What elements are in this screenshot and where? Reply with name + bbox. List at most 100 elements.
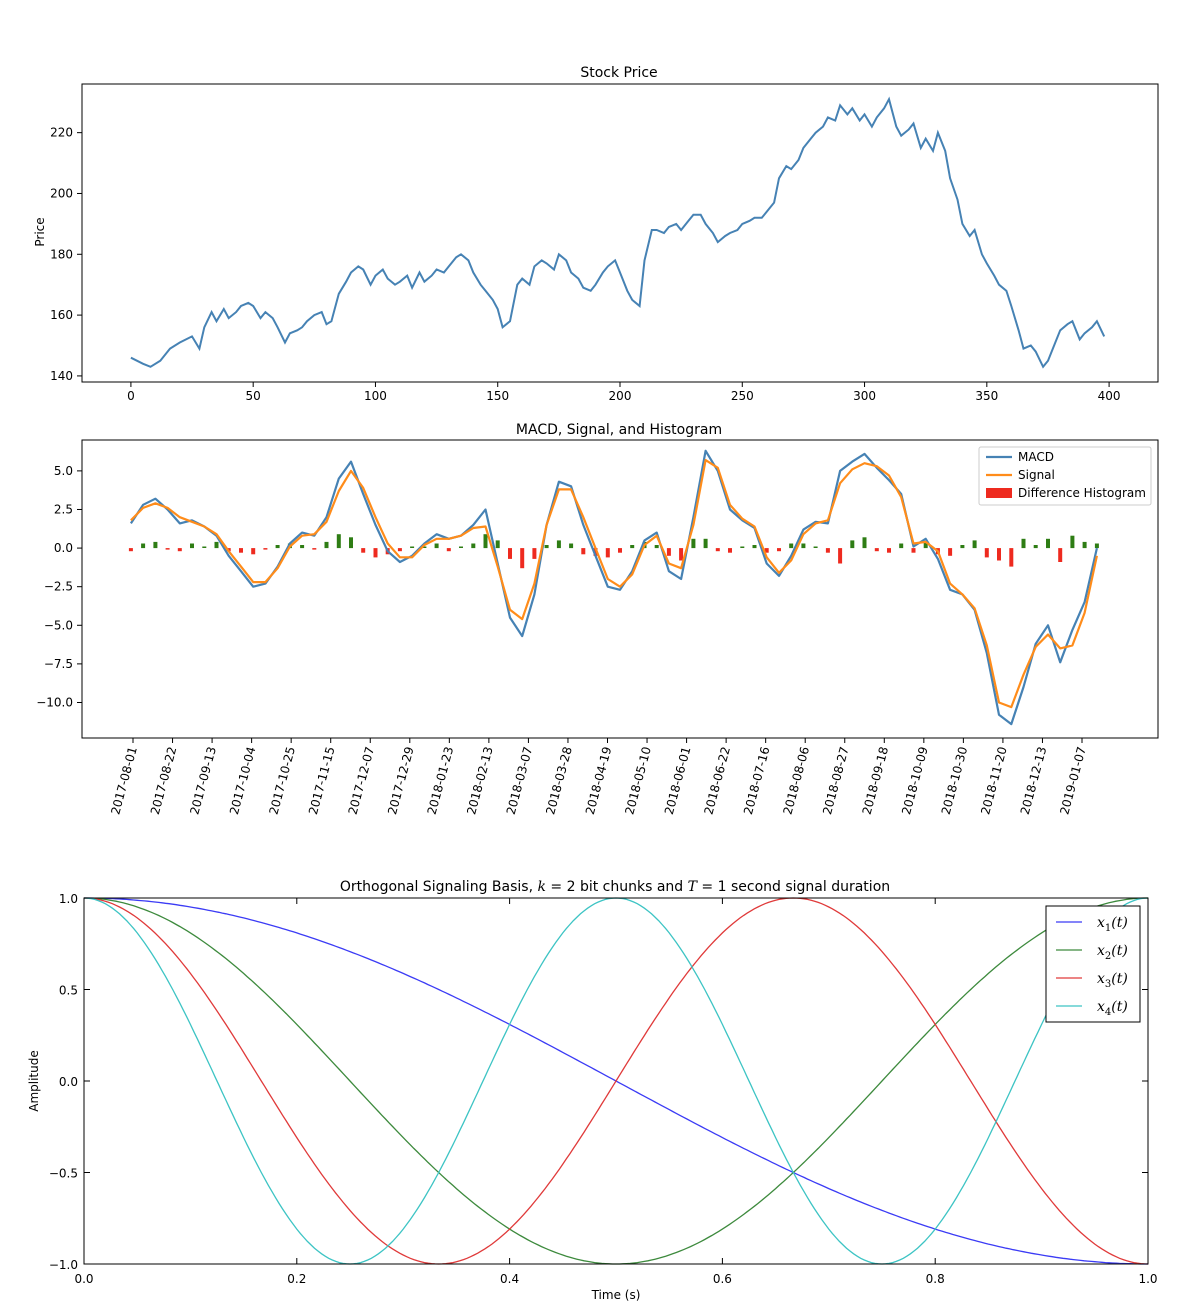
histogram-bar [691, 538, 696, 549]
histogram-bar [239, 548, 243, 553]
histogram-bar [703, 538, 708, 549]
orthogonal-basis-chart: Orthogonal Signaling Basis, k = 2 bit ch… [27, 879, 1158, 1302]
x-tick-label-date: 2018-02-13 [464, 745, 496, 816]
x-tick-label-date: 2017-09-13 [187, 745, 219, 816]
x-tick-label: 0.2 [287, 1272, 306, 1286]
y-tick-label: 180 [50, 247, 73, 261]
histogram-bar [336, 534, 341, 549]
histogram-bar [838, 548, 843, 564]
histogram-bar [397, 548, 402, 552]
legend-var: x [1097, 943, 1105, 959]
legend-arg: (t) [1111, 999, 1128, 1015]
x-tick-label: 1.0 [1138, 1272, 1157, 1286]
histogram-bar [850, 540, 855, 549]
plot-frame [81, 83, 1159, 383]
legend-subscript: 4 [1105, 1007, 1111, 1018]
x-tick-label-date: 2018-03-07 [504, 745, 536, 816]
x-tick-label-date: 2018-06-22 [701, 745, 733, 816]
histogram-bar [446, 548, 451, 552]
histogram-bar [801, 543, 806, 549]
title-part: = 2 bit chunks and [546, 879, 688, 895]
histogram-bar [190, 543, 194, 549]
y-tick-label: 220 [50, 126, 73, 140]
legend-box [1045, 905, 1141, 1023]
x-tick-label-date: 2018-12-13 [1018, 745, 1050, 816]
histogram-bar [251, 548, 256, 555]
histogram-bar [630, 545, 635, 549]
histogram-bar [605, 548, 610, 558]
x-tick-label-date: 2019-01-07 [1057, 745, 1089, 816]
histogram-bar [532, 548, 537, 559]
histogram-bar [874, 548, 879, 552]
series-line-macd [129, 449, 1098, 726]
histogram-bar [813, 546, 818, 548]
histogram-bar [349, 537, 353, 549]
y-tick-label: −1.0 [49, 1258, 78, 1272]
histogram-bar [777, 548, 781, 552]
legend: x1(t)x2(t)x3(t)x4(t) [1045, 905, 1141, 1023]
histogram-bar [202, 546, 207, 548]
x-tick-label: 50 [246, 389, 261, 403]
histogram-bar [887, 548, 891, 553]
legend-var: x [1097, 971, 1105, 987]
y-tick-label: 140 [50, 369, 73, 383]
plot-lines [83, 897, 1149, 1265]
series-line-signal [130, 459, 1098, 709]
x-tick-label: 350 [975, 389, 998, 403]
histogram-bar [1094, 543, 1099, 549]
legend-var: x [1097, 915, 1105, 931]
x-tick-label: 150 [486, 389, 509, 403]
y-axis-label: Price [33, 217, 47, 246]
x-tick-label: 0.6 [713, 1272, 732, 1286]
x-tick-label-date: 2017-11-15 [306, 745, 338, 816]
histogram-bar [752, 545, 757, 549]
legend-box [978, 446, 1152, 506]
y-tick-label: 1.0 [59, 892, 78, 906]
legend-var: x [1097, 999, 1105, 1015]
histogram-bar [911, 548, 916, 553]
title-part: = 1 second signal duration [697, 879, 890, 895]
x-tick-label-date: 2018-09-18 [860, 745, 892, 816]
chart-title: Stock Price [580, 65, 657, 81]
x-tick-label-date: 2018-08-06 [781, 745, 813, 816]
histogram-bar [948, 548, 953, 556]
y-tick-label: −5.0 [44, 618, 73, 632]
histogram-bar [410, 546, 415, 548]
histogram-bar [300, 545, 305, 549]
histogram-bar [1033, 545, 1038, 549]
legend-label-histogram: Difference Histogram [1018, 486, 1146, 500]
x-tick-label-date: 2017-12-29 [385, 745, 417, 816]
plot-frame [83, 897, 1149, 1265]
x-tick-label: 100 [364, 389, 387, 403]
y-tick-label: −7.5 [44, 657, 73, 671]
series-line-x3 [83, 897, 1149, 1265]
histogram-bar [654, 545, 659, 549]
title-var-t: T [688, 879, 699, 895]
legend-arg: (t) [1111, 915, 1128, 931]
x-tick-label-date: 2017-08-22 [148, 745, 180, 816]
histogram-bar [569, 543, 574, 549]
x-tick-label-date: 2017-08-01 [108, 745, 140, 816]
y-axis-label: Amplitude [27, 1050, 41, 1112]
histogram-bar [1058, 548, 1063, 562]
histogram-bar [520, 548, 525, 569]
histogram-bar [715, 548, 720, 552]
chart-title: Orthogonal Signaling Basis, k = 2 bit ch… [340, 879, 890, 895]
legend: MACD Signal Difference Histogram [978, 446, 1152, 506]
macd-chart: MACD, Signal, and Histogram −10.0 −7.5 −5.… [36, 422, 1159, 816]
legend-arg: (t) [1111, 943, 1128, 959]
histogram-bar [728, 548, 732, 553]
histogram-bar [1070, 535, 1075, 549]
legend-subscript: 2 [1105, 951, 1111, 962]
chart-title: MACD, Signal, and Histogram [516, 422, 722, 438]
y-tick-label: 0.5 [59, 984, 78, 998]
histogram-bar [508, 548, 512, 559]
y-tick-label: 2.5 [54, 502, 73, 516]
histogram-bar [1009, 548, 1014, 567]
legend-subscript: 1 [1105, 923, 1111, 934]
x-tick-label-date: 2018-03-28 [543, 745, 575, 816]
histogram-bar [764, 548, 769, 553]
x-tick-label-date: 2017-10-25 [266, 745, 298, 816]
legend-swatch-histogram [986, 488, 1012, 498]
